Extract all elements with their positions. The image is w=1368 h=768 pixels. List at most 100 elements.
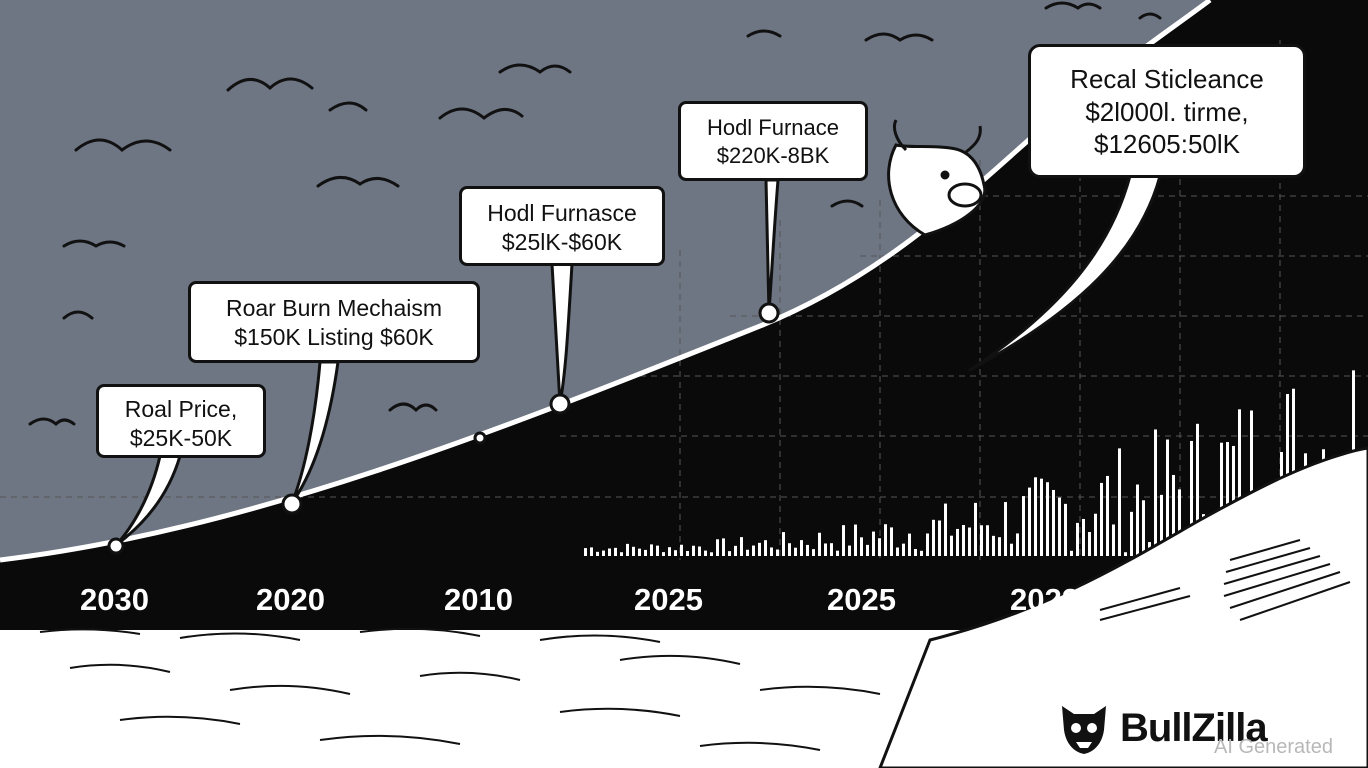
- volume-bar: [998, 537, 1001, 556]
- volume-bar: [728, 551, 731, 556]
- callout-line: $25K-50K: [129, 424, 233, 451]
- volume-bar: [632, 546, 635, 556]
- callout-roal-price: Roal Price, $25K-50K: [96, 384, 266, 458]
- volume-bar: [968, 527, 971, 556]
- volume-bar: [866, 544, 869, 556]
- volume-bar: [1004, 502, 1007, 556]
- volume-bar: [698, 546, 701, 556]
- hill: [878, 446, 1368, 768]
- callout-hodl-furnace: Hodl Furnace $220K-8BK: [678, 101, 868, 181]
- volume-bar: [638, 548, 641, 556]
- year-label: 2025: [634, 582, 703, 617]
- volume-bar: [686, 551, 689, 556]
- volume-bar: [782, 532, 785, 556]
- volume-bar: [1058, 497, 1061, 556]
- volume-bar: [986, 525, 989, 556]
- volume-bar: [1238, 409, 1241, 556]
- volume-bar: [1178, 489, 1181, 556]
- volume-bar: [1130, 511, 1133, 556]
- volume-bar: [794, 547, 797, 556]
- volume-bar: [950, 535, 953, 556]
- volume-bar: [974, 502, 977, 556]
- curve-points: [107, 302, 780, 555]
- callout-line: Hodl Furnasce: [487, 200, 637, 226]
- volume-bar: [992, 535, 995, 556]
- ground-texture: [39, 627, 881, 751]
- ai-generated-label: AI Generated: [1214, 736, 1333, 758]
- volume-bar: [1154, 429, 1157, 556]
- volume-bar: [1166, 439, 1169, 556]
- volume-bar: [842, 525, 845, 556]
- volume-bar: [1088, 532, 1091, 556]
- brand-logo: BullZilla: [1056, 700, 1268, 756]
- year-label: 2022: [1010, 582, 1079, 617]
- year-label: 2010: [444, 582, 513, 617]
- volume-bar: [836, 550, 839, 556]
- volume-bar: [770, 547, 773, 556]
- volume-bar: [878, 538, 881, 556]
- volume-bar: [1124, 552, 1127, 556]
- volume-bar: [674, 550, 677, 556]
- bull-mascot-icon: [887, 119, 987, 237]
- volume-bar: [872, 531, 875, 556]
- brand-name: BullZilla: [1120, 705, 1268, 750]
- volume-bar: [1118, 448, 1121, 556]
- volume-bar: [1010, 543, 1013, 556]
- volume-bar: [1052, 489, 1055, 556]
- volume-bar: [1040, 478, 1043, 556]
- volume-bar: [818, 532, 821, 556]
- volume-bar: [884, 524, 887, 556]
- volume-bar: [848, 545, 851, 556]
- callout-line: Roar Burn Mechaism: [225, 295, 443, 321]
- volume-bar: [668, 547, 671, 556]
- volume-bar: [926, 533, 929, 556]
- volume-bar: [1196, 423, 1199, 556]
- volume-bar: [962, 525, 965, 556]
- volume-bar: [824, 543, 827, 556]
- volume-bar: [590, 547, 593, 556]
- volume-bar: [704, 550, 707, 556]
- volume-bar: [692, 545, 695, 556]
- volume-bar: [776, 549, 779, 556]
- year-label: 2025: [827, 582, 896, 617]
- volume-bar: [626, 543, 629, 556]
- volume-bar: [956, 528, 959, 556]
- year-label: 2020: [256, 582, 325, 617]
- volume-bar: [920, 550, 923, 556]
- volume-bar: [722, 538, 725, 556]
- volume-bar: [662, 552, 665, 556]
- callout-hodl-furnasce: Hodl Furnasce $25lK-$60K: [459, 186, 665, 266]
- chart-dark-area: [0, 0, 1368, 630]
- volume-bar: [938, 520, 941, 556]
- volume-bar: [812, 549, 815, 556]
- volume-bar: [806, 544, 809, 556]
- volume-bar: [644, 549, 647, 556]
- volume-bar: [1226, 442, 1229, 556]
- volume-bar: [602, 550, 605, 556]
- volume-bar: [608, 548, 611, 556]
- volume-bar: [800, 540, 803, 556]
- volume-bar: [1016, 533, 1019, 556]
- volume-bar: [650, 544, 653, 556]
- volume-bar: [734, 545, 737, 556]
- volume-bar: [710, 552, 713, 556]
- volume-bar: [1142, 500, 1145, 556]
- volume-bar: [752, 545, 755, 556]
- volume-bar: [1064, 503, 1067, 556]
- volume-bar: [1094, 513, 1097, 556]
- volume-bar: [914, 548, 917, 556]
- callout-tails: [114, 174, 1162, 547]
- callout-roar-burn: Roar Burn Mechaism $150K Listing $60K: [188, 281, 480, 363]
- callout-line: $150K Listing $60K: [234, 323, 434, 350]
- callout-line: $12605:50lK: [1093, 129, 1241, 159]
- volume-bar: [656, 545, 659, 556]
- year-label: 2030: [80, 582, 149, 617]
- volume-bar: [1022, 496, 1025, 556]
- volume-bar: [1082, 518, 1085, 556]
- callout-line: Hodl Furnace: [706, 115, 840, 140]
- birds: [28, 1, 1162, 427]
- volume-bar: [680, 544, 683, 556]
- volume-bar: [1034, 477, 1037, 556]
- callout-line: Recal Sticleance: [1070, 64, 1264, 94]
- volume-bar: [890, 527, 893, 556]
